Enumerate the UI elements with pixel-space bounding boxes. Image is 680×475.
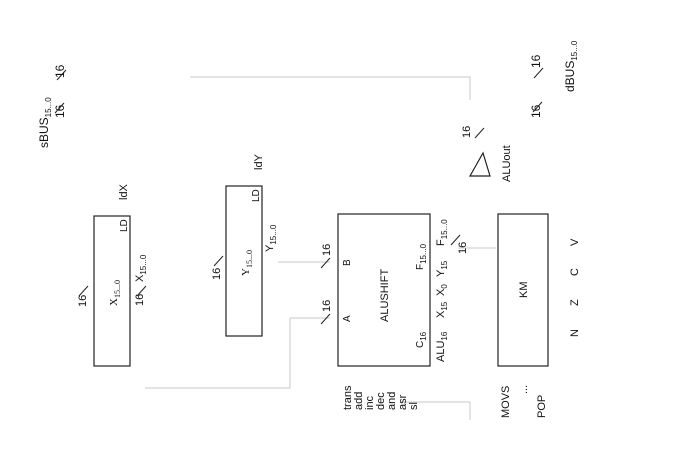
alushift-in-b-slash	[320, 257, 331, 269]
alushift-port-a: A	[342, 315, 353, 322]
flag-x15: X15	[435, 301, 449, 318]
km-unit	[497, 213, 549, 367]
dbus-width-slash-top	[533, 67, 544, 79]
alushift-op: inc	[364, 395, 376, 410]
km-flag-z: Z	[569, 299, 581, 306]
alushift-op: add	[353, 392, 365, 410]
dbus-width-label-top: 16	[529, 54, 543, 68]
km-op-bottom: POP	[536, 395, 548, 418]
alushift-op: and	[386, 392, 398, 410]
alushift-ops: trans add inc dec and asr sl	[342, 385, 420, 410]
km-flag-c: C	[569, 268, 581, 276]
register-x-out-width: 16	[134, 294, 146, 306]
dbus-width-slash	[532, 101, 543, 113]
dbus-width-label: 16	[529, 104, 543, 118]
km-flag-n: N	[569, 329, 581, 337]
register-x-out-slash	[136, 285, 147, 297]
flag-y15: Y15	[435, 260, 449, 277]
ops-wire	[400, 401, 471, 420]
alushift-op: sl	[408, 402, 420, 410]
register-x-ld: LD	[119, 219, 130, 232]
alushift-in-a-slash	[320, 313, 331, 325]
aluout-width: 16	[461, 126, 473, 138]
register-y-in-width: 16	[211, 268, 223, 280]
register-y-ld: LD	[251, 189, 262, 202]
alushift-out-f-width: 16	[457, 242, 469, 254]
sbus-wire	[145, 317, 330, 389]
dbus-label: dBUS15...0	[563, 40, 579, 92]
register-x	[93, 215, 131, 367]
alushift-port-b: B	[342, 259, 353, 266]
sbus-label: sBUS15...0	[37, 97, 53, 148]
km-name: KM	[518, 282, 530, 299]
alushift-op: dec	[375, 392, 387, 410]
dbus-wire	[190, 76, 471, 100]
bus-wires	[145, 76, 496, 420]
register-x-ctrl: ldX	[118, 183, 130, 200]
km-op-top: MOVS	[500, 386, 512, 418]
sbus-width-label-top: 16	[53, 64, 67, 78]
register-x-in-slash	[78, 285, 89, 297]
register-y-in-slash	[213, 255, 224, 267]
sbus-width-label: 16	[53, 104, 67, 118]
flag-alu16: ALU16	[435, 331, 449, 362]
alushift-in-a-width: 16	[321, 300, 333, 312]
aluout-label: ALUout	[501, 145, 513, 182]
flag-x0: X0	[435, 284, 449, 296]
register-x-name: X15...0	[108, 280, 122, 306]
alushift-out-f-slash	[450, 234, 461, 246]
alushift-port-f: F15...0	[415, 243, 428, 270]
register-y-name: Y15...0	[240, 250, 254, 276]
km-op-dots: ...	[518, 385, 530, 394]
register-y	[225, 185, 263, 337]
alushift-name: ALUSHIFT	[379, 269, 391, 322]
aluout-width-slash	[474, 127, 485, 139]
register-x-in-width: 16	[77, 295, 89, 307]
alushift-op: trans	[342, 385, 354, 410]
register-y-ctrl: ldY	[253, 153, 265, 170]
alushift-port-c: C16	[415, 331, 428, 348]
sbus-width-slash	[54, 102, 65, 114]
alushift-in-b-width: 16	[321, 244, 333, 256]
aluout-buffer-icon	[468, 151, 491, 177]
alushift-op: asr	[397, 394, 409, 410]
sbus-width-slash-top	[56, 69, 67, 81]
register-x-out: X15...0	[134, 254, 148, 282]
alushift-unit	[337, 213, 431, 367]
km-flag-v: V	[569, 238, 581, 246]
alushift-out-f: F15...0	[435, 219, 449, 246]
register-y-out: Y15...0	[264, 224, 278, 252]
